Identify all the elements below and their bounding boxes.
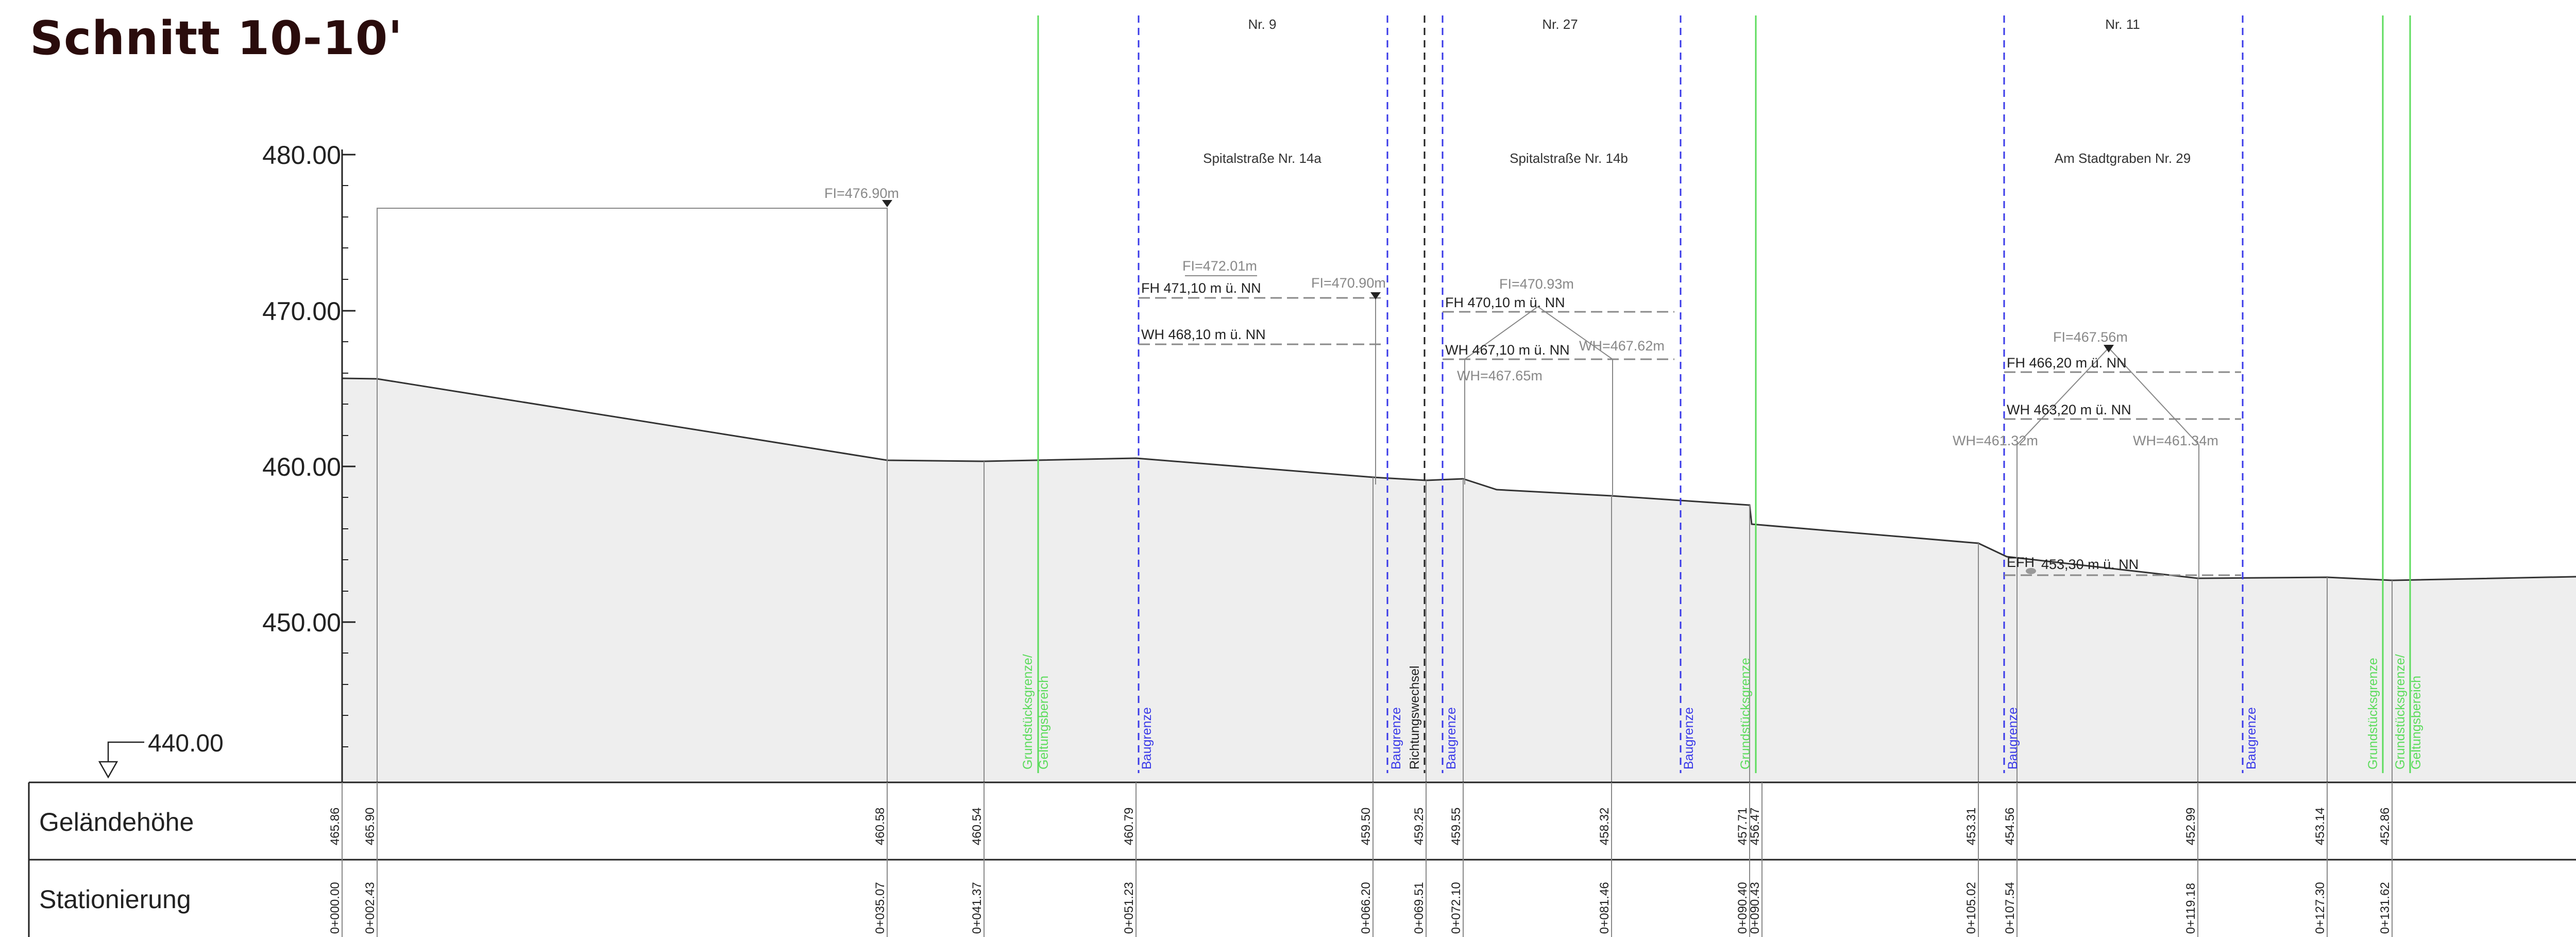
datum-marker (98, 741, 144, 779)
fi-roof-11: FI=467.56m (2053, 329, 2128, 345)
axis-label-470: 470.00 (262, 297, 341, 326)
fh-label-11: FH 466,20 m ü. NN (2007, 355, 2127, 371)
gelaende-value: 465.86 (328, 808, 342, 845)
building-address-9: Spitalstraße Nr. 14a (1203, 150, 1321, 166)
fh-label-9: FH 471,10 m ü. NN (1141, 280, 1261, 296)
baugrenze-label-4: Baugrenze (1682, 707, 1696, 769)
gelaende-value: 453.14 (2313, 808, 2327, 845)
station-value: 0+090.43 (1748, 882, 1762, 934)
building-27-lines (1443, 306, 1674, 496)
height-marker-icon (2104, 345, 2114, 353)
terrain-section (341, 377, 2576, 783)
station-value: 0+041.37 (970, 882, 984, 934)
fi-roof-27: FI=470.93m (1499, 276, 1574, 292)
building-9-lines (1139, 275, 1386, 484)
plot-limit-label-1a: Grundstücksgrenze/ (1021, 654, 1035, 769)
plot-limit-label-1b: Geltungsbereich (1037, 676, 1051, 769)
gelaende-value: 459.50 (1359, 808, 1373, 845)
existing-building-outline (377, 208, 888, 460)
station-value: 0+105.02 (1964, 882, 1978, 934)
table-row-label-station: Stationierung (39, 885, 191, 914)
direction-change-label: Richtungswechsel (1408, 666, 1422, 770)
station-value: 0+072.10 (1449, 882, 1463, 934)
gelaende-value: 457.71 (1736, 808, 1750, 845)
building-11-lines (2004, 347, 2241, 578)
station-value: 0+000.00 (328, 882, 342, 934)
station-lines (377, 379, 2393, 782)
building-limit-lines (1138, 15, 2244, 773)
gelaende-value: 460.54 (970, 808, 984, 845)
baugrenze-label-3: Baugrenze (1444, 707, 1459, 769)
axis-label-460: 460.00 (262, 453, 341, 481)
height-marker-icon (882, 200, 892, 207)
baugrenze-label-1: Baugrenze (1140, 707, 1154, 769)
wh-label-11: WH 463,20 m ü. NN (2007, 402, 2131, 417)
gelaende-value: 456.47 (1748, 808, 1762, 845)
station-value: 0+051.23 (1122, 882, 1136, 934)
station-value: 0+066.20 (1359, 882, 1373, 934)
gelaende-value: 460.58 (873, 808, 887, 845)
plot-limit-lines (1037, 15, 2411, 773)
efh-marker-icon (2026, 568, 2036, 574)
plot-limit-label-2: Grundstücksgrenze (1738, 658, 1753, 769)
station-value: 0+069.51 (1412, 882, 1426, 934)
gelaende-value: 459.25 (1412, 808, 1426, 845)
gelaende-value: 452.86 (2378, 808, 2392, 845)
building-address-11: Am Stadtgraben Nr. 29 (2055, 150, 2191, 166)
gelaende-value: 452.99 (2184, 808, 2198, 845)
datum-label: 440.00 (148, 730, 224, 757)
wh-right-27: WH=467.62m (1579, 338, 1665, 354)
axis-label-450: 450.00 (262, 608, 341, 637)
table-row-label-gelaende: Geländehöhe (39, 808, 194, 836)
efh-label: EFH (2007, 555, 2035, 570)
gelaende-value: 459.55 (1449, 808, 1463, 845)
gelaende-value: 458.32 (1598, 808, 1612, 845)
station-value: 0+131.62 (2378, 882, 2392, 934)
wh-label-27: WH 467,10 m ü. NN (1445, 342, 1570, 358)
efh-value: 453,30 m ü. NN (2041, 557, 2139, 572)
station-value: 0+035.07 (873, 882, 887, 934)
building-number-27: Nr. 27 (1542, 16, 1578, 32)
station-value: 0+002.43 (363, 882, 377, 934)
wh-left-11: WH=461.32m (1953, 433, 2038, 448)
gelaende-value: 460.79 (1122, 808, 1136, 845)
fi-roof-9: FI=472.01m (1182, 258, 1257, 274)
axis-label-480: 480.00 (262, 141, 341, 170)
building-address-27: Spitalstraße Nr. 14b (1510, 150, 1628, 166)
wh-right-11: WH=461.34m (2133, 433, 2218, 448)
table-cells: 465.86 0+000.00 465.90 0+002.43 460.58 0+035.… (328, 782, 2393, 937)
height-marker-icon (1370, 292, 1381, 299)
building-number-11: Nr. 11 (2105, 16, 2140, 32)
gelaende-value: 465.90 (363, 808, 377, 845)
baugrenze-label-2: Baugrenze (1389, 707, 1403, 769)
wh-left-27: WH=467.65m (1457, 368, 1543, 383)
plot-limit-label-4b: Geltungsbereich (2409, 676, 2424, 769)
station-value: 0+119.18 (2184, 883, 2198, 934)
station-value: 0+081.46 (1598, 882, 1612, 934)
plot-limit-label-4a: Grundstücksgrenze/ (2393, 654, 2408, 769)
baugrenze-label-5: Baugrenze (2006, 707, 2020, 769)
plot-limit-label-3: Grundstücksgrenze (2366, 658, 2380, 769)
fi-eave-9: FI=470.90m (1311, 275, 1386, 291)
building-number-9: Nr. 9 (1248, 16, 1277, 32)
axis-minor-ticks (342, 185, 348, 747)
station-value: 0+107.54 (2003, 882, 2017, 934)
fh-label-27: FH 470,10 m ü. NN (1445, 295, 1565, 310)
station-value: 0+090.40 (1736, 882, 1750, 934)
gelaende-value: 453.31 (1964, 808, 1978, 845)
section-title: Schnitt 10-10' (30, 11, 403, 65)
baugrenze-label-6: Baugrenze (2244, 707, 2259, 769)
gelaende-value: 454.56 (2003, 808, 2017, 845)
station-value: 0+127.30 (2313, 882, 2327, 934)
vertical-labels: Grundstücksgrenze/ Geltungsbereich Baugr… (1021, 654, 2424, 769)
wh-label-9: WH 468,10 m ü. NN (1141, 327, 1266, 342)
existing-building-fi: FI=476.90m (824, 186, 899, 201)
elevation-axis (341, 149, 355, 782)
data-table (28, 781, 2576, 937)
